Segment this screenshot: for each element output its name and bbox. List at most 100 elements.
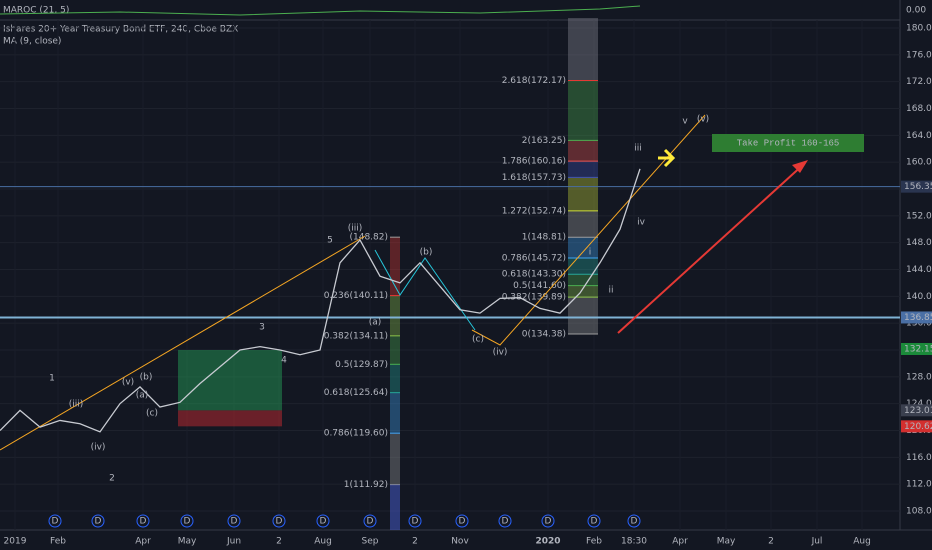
wave-label: (iv) xyxy=(493,348,508,358)
fib-label: 0.618(143.30) xyxy=(502,270,566,280)
yellow-arrow xyxy=(658,148,676,168)
price-badge-label: 120.62 xyxy=(904,422,932,432)
wave-label: ii xyxy=(608,286,613,296)
wave-label: (a) xyxy=(136,391,149,401)
wave-label: (c) xyxy=(472,335,484,345)
oscillator-line xyxy=(0,5,641,16)
dividend-label: D xyxy=(140,517,147,527)
y-tick-label: 176.00 xyxy=(906,50,932,60)
fib-band xyxy=(568,140,598,162)
fib-label: 0(134.38) xyxy=(522,330,566,340)
fib-label: 2(163.25) xyxy=(522,136,566,146)
y-tick-label: 172.00 xyxy=(906,77,932,87)
fib-label: 0.5(141.60) xyxy=(513,281,566,291)
x-tick-label: May xyxy=(178,537,197,547)
x-tick-label: Aug xyxy=(853,537,871,547)
dividend-marker xyxy=(48,514,62,528)
x-tick-label: Apr xyxy=(135,537,151,547)
fib-label: 0.786(119.60) xyxy=(324,429,388,439)
x-tick-label: 2020 xyxy=(535,537,560,547)
wave-path xyxy=(374,249,476,331)
price-badge xyxy=(901,180,932,193)
x-tick-label: Jun xyxy=(226,537,241,547)
x-tick-label: Nov xyxy=(451,537,469,547)
wave-label: 4 xyxy=(281,356,287,366)
fib-band xyxy=(568,210,598,238)
dividend-marker xyxy=(408,514,422,528)
dividend-label: D xyxy=(367,517,374,527)
y-tick-label: 128.00 xyxy=(906,372,932,382)
dividend-label: D xyxy=(502,517,509,527)
fib-band xyxy=(568,257,598,275)
price-badge-label: 132.15 xyxy=(904,344,932,354)
fib-label: 0.382(139.89) xyxy=(502,293,566,303)
dividend-marker xyxy=(498,514,512,528)
fib-band xyxy=(568,237,598,258)
wave-label: (v) xyxy=(697,115,709,125)
dividend-marker xyxy=(227,514,241,528)
annotation: Take Profit 160-165 xyxy=(737,138,840,148)
fib-label: 2.618(172.17) xyxy=(502,76,566,86)
x-tick-label: May xyxy=(717,537,736,547)
fib-label: 0.236(140.11) xyxy=(324,291,388,301)
wave-label: (iii) xyxy=(69,400,84,410)
indicator-label: MA (9, close) xyxy=(3,37,61,47)
dividend-marker xyxy=(587,514,601,528)
fib-band xyxy=(568,274,598,286)
price-badge-label: 136.85 xyxy=(904,313,932,323)
target-arrowhead xyxy=(792,160,808,173)
fib-band xyxy=(390,237,400,296)
dividend-marker xyxy=(627,514,641,528)
wave-label: (v) xyxy=(122,378,134,388)
y-tick-label: 124.00 xyxy=(906,399,932,409)
fib-band xyxy=(568,297,598,335)
y-tick-label: 160.00 xyxy=(906,158,932,168)
wave-label: 1 xyxy=(49,374,55,384)
wave-label: (b) xyxy=(140,373,153,383)
y-tick-label: 108.00 xyxy=(906,507,932,517)
chart-title: Ishares 20+ Year Treasury Bond ETF, 240,… xyxy=(3,25,238,35)
dividend-marker xyxy=(91,514,105,528)
fib-band xyxy=(568,80,598,141)
dividend-marker xyxy=(363,514,377,528)
price-badge xyxy=(901,311,932,324)
fib-label: 1(148.81) xyxy=(522,233,566,243)
fib-band xyxy=(390,335,400,365)
dividend-label: D xyxy=(459,517,466,527)
dividend-marker xyxy=(541,514,555,528)
dividend-label: D xyxy=(184,517,191,527)
dividend-label: D xyxy=(231,517,238,527)
y-tick-label: 144.00 xyxy=(906,265,932,275)
dividend-label: D xyxy=(591,517,598,527)
fib-label: 0.5(129.87) xyxy=(335,360,388,370)
y-tick-label: 164.00 xyxy=(906,131,932,141)
y-tick-label: 180.00 xyxy=(906,24,932,34)
dividend-marker xyxy=(180,514,194,528)
fib-band xyxy=(390,364,400,393)
dividend-label: D xyxy=(52,517,59,527)
y-tick-label: 168.00 xyxy=(906,104,932,114)
y-tick-label: 152.00 xyxy=(906,211,932,221)
profit-zone xyxy=(178,350,282,411)
price-badge-label: 156.35 xyxy=(904,182,932,192)
fib-band xyxy=(568,177,598,211)
dividend-label: D xyxy=(631,517,638,527)
fib-tail xyxy=(390,484,400,530)
dividend-label: D xyxy=(545,517,552,527)
wave-label: (a) xyxy=(369,318,382,328)
dividend-marker xyxy=(272,514,286,528)
dividend-label: D xyxy=(320,517,327,527)
x-tick-label: 2019 xyxy=(4,537,27,547)
fib-band xyxy=(390,392,400,434)
price-badge-label: 123.01 xyxy=(904,406,932,416)
x-tick-label: Feb xyxy=(586,537,602,547)
loss-zone xyxy=(178,410,282,427)
dividend-marker xyxy=(136,514,150,528)
wave-label: i xyxy=(589,248,592,258)
y-tick-label: 140.00 xyxy=(906,292,932,302)
fib-label: 0.382(134.11) xyxy=(324,331,388,341)
trend-line xyxy=(471,114,706,346)
x-tick-label: Feb xyxy=(50,537,66,547)
